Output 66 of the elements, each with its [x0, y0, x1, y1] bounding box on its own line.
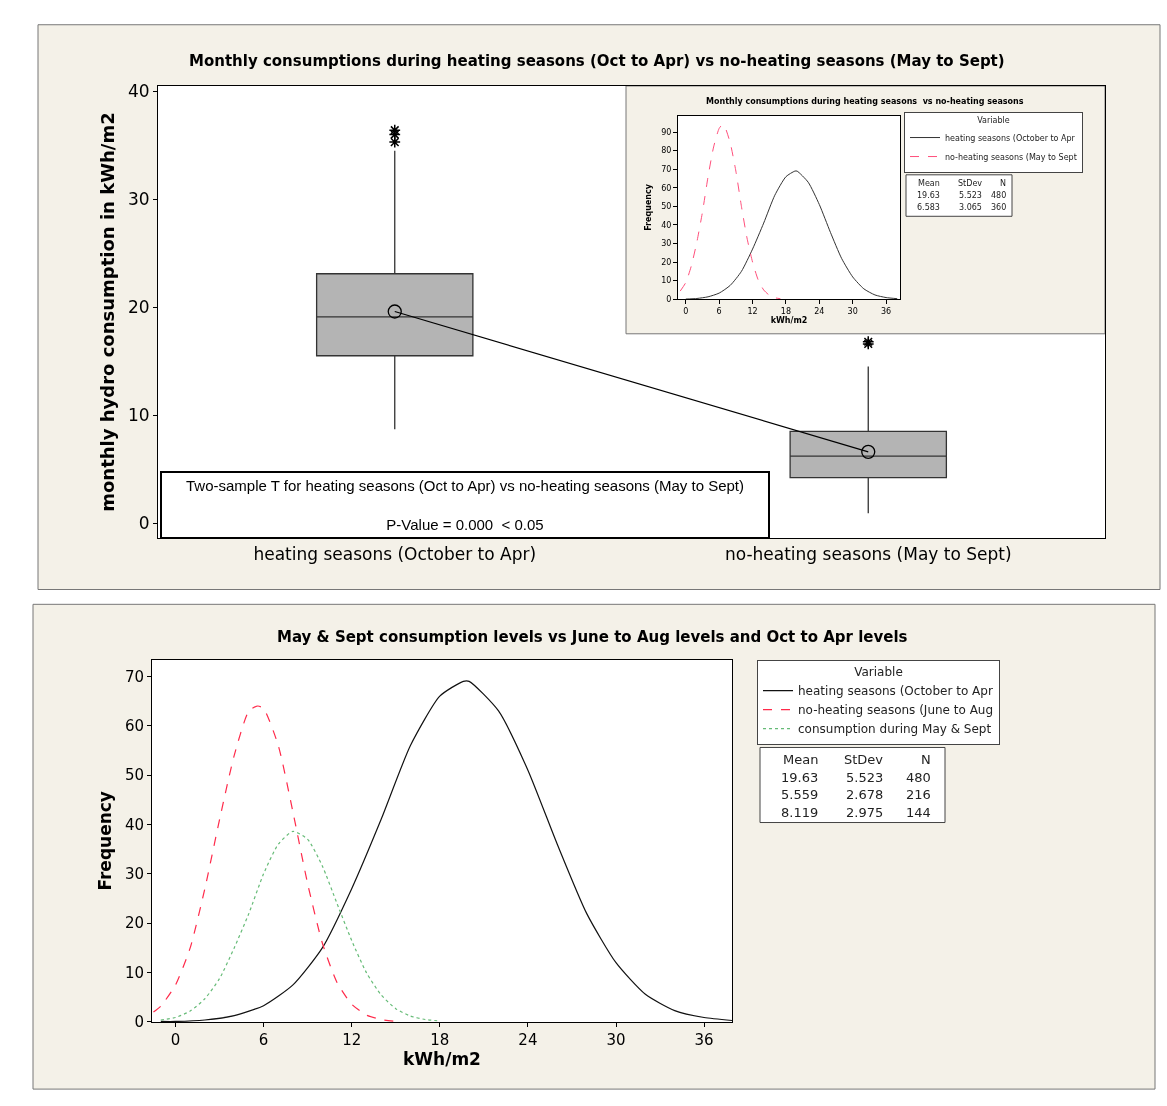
y-tick-label: 50 — [661, 202, 672, 212]
x-tick-label: 6 — [258, 1030, 269, 1049]
y-tick-label: 90 — [661, 127, 672, 137]
y-tick-label: 60 — [661, 183, 672, 193]
x-tick-label: 18 — [430, 1030, 450, 1049]
line-series — [679, 124, 781, 300]
y-tick-label: 40 — [661, 220, 672, 230]
y-tick-label: 10 — [661, 276, 672, 286]
x-tick-label: 36 — [694, 1030, 714, 1049]
text: 5.559 2.678 216 — [781, 787, 931, 802]
y-tick-label: 70 — [661, 165, 672, 175]
y-axis-title: monthly hydro consumption in kWh/m2 — [97, 112, 119, 512]
y-axis-title: Frequency — [95, 791, 116, 891]
legend-label: consumption during May & Sept — [798, 722, 992, 737]
legend-label: no-heating seasons (May to Sept — [945, 152, 1077, 162]
annotation: Two-sample T for heating seasons (Oct to Apr) vs no-heating seasons (May to Sept) — [185, 477, 745, 494]
chart-title: Monthly consumptions during heating seasons (Oct to Apr) vs no-heating seasons (May to Sept) — [189, 52, 1005, 70]
text: 6.583 3.065 360 — [917, 203, 1007, 212]
x-tick-label: 0 — [170, 1030, 181, 1049]
x-tick-label: 0 — [683, 306, 689, 316]
x-tick-label: no-heating seasons (May to Sept) — [724, 543, 1012, 564]
x-axis-title: kWh/m2 — [403, 1048, 481, 1069]
text: 19.63 5.523 480 — [917, 191, 1007, 200]
y-tick-label: 20 — [127, 297, 150, 318]
text: 8.119 2.975 144 — [781, 805, 931, 820]
annotation: P-Value = 0.000 < 0.05 — [386, 516, 544, 533]
legend-label: heating seasons (October to Apr — [798, 684, 993, 699]
x-tick-label: 24 — [518, 1030, 538, 1049]
x-tick-label: 30 — [606, 1030, 626, 1049]
legend-label: no-heating seasons (June to Aug — [798, 703, 994, 718]
line-series — [160, 680, 732, 1022]
y-tick-label: 30 — [127, 189, 150, 210]
legend-label: heating seasons (October to Apr — [945, 133, 1076, 143]
y-tick-label: 40 — [124, 815, 144, 834]
y-tick-label: 40 — [127, 81, 150, 102]
y-tick-label: 10 — [127, 405, 150, 426]
y-tick-label: 20 — [124, 914, 144, 933]
x-tick-label: 36 — [881, 306, 892, 316]
text: Mean StDev N — [783, 752, 931, 767]
legend-title: Variable — [977, 116, 1010, 126]
x-axis-title: kWh/m2 — [770, 315, 808, 325]
y-tick-label: 0 — [666, 295, 672, 305]
y-tick-label: 0 — [134, 1013, 144, 1032]
y-tick-label: 60 — [124, 717, 144, 736]
y-tick-label: 20 — [661, 257, 672, 267]
legend-title: Variable — [854, 665, 903, 680]
line-series — [685, 170, 898, 300]
text: 19.63 5.523 480 — [781, 770, 931, 785]
y-tick-label: 30 — [124, 865, 144, 884]
x-tick-label: 24 — [814, 306, 825, 316]
x-tick-label: 12 — [747, 306, 758, 316]
y-tick-label: 30 — [661, 239, 672, 249]
y-tick-label: 80 — [661, 146, 672, 156]
chart-title: May & Sept consumption levels vs June to Aug levels and Oct to Apr levels — [277, 628, 908, 646]
chart-title: Monthly consumptions during heating seasons vs no-heating seasons — [706, 97, 1024, 106]
x-tick-label: 6 — [716, 306, 722, 316]
text: Mean StDev N — [918, 179, 1006, 188]
y-tick-label: 0 — [138, 513, 150, 533]
x-tick-label: 18 — [780, 306, 792, 316]
x-tick-label: 12 — [342, 1030, 362, 1049]
y-axis-title: Frequency — [643, 183, 653, 231]
x-tick-label: heating seasons (October to Apr) — [253, 543, 537, 564]
y-tick-label: 70 — [124, 667, 144, 686]
y-tick-label: 50 — [124, 766, 144, 785]
x-tick-label: 30 — [847, 306, 858, 316]
y-tick-label: 10 — [124, 963, 144, 982]
